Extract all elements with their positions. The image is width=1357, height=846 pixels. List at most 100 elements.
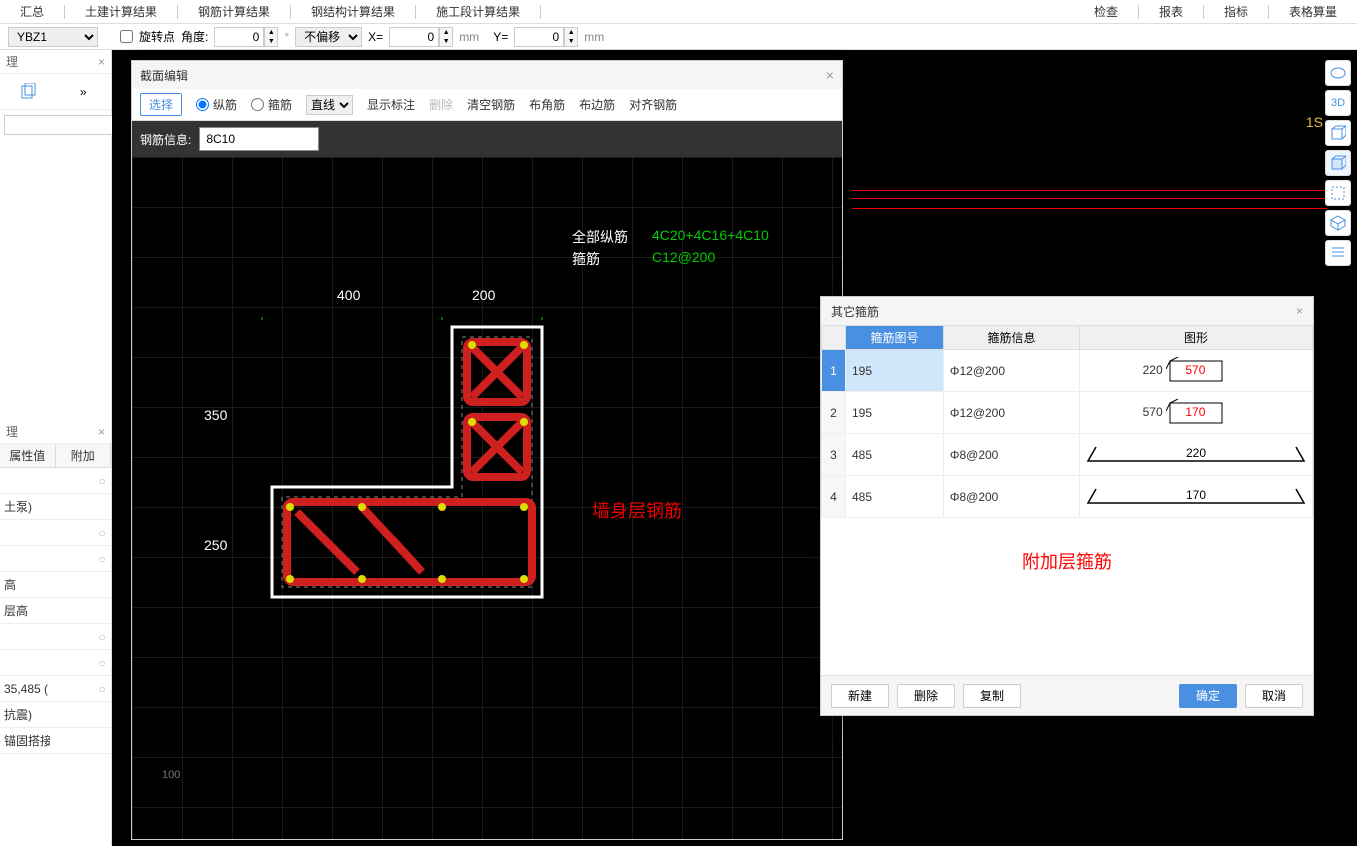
section-editor-close-icon[interactable]: × — [826, 67, 834, 83]
cancel-button[interactable]: 取消 — [1245, 684, 1303, 708]
tab-summary[interactable]: 汇总 — [0, 3, 64, 20]
row4-idx: 4 — [822, 476, 846, 518]
y-input[interactable] — [514, 27, 564, 47]
ok-button[interactable]: 确定 — [1179, 684, 1237, 708]
stirrup-dialog-close-icon[interactable]: × — [1296, 304, 1303, 318]
col-extra: 附加 — [56, 444, 112, 467]
col-info[interactable]: 箍筋信息 — [943, 326, 1079, 350]
delete-button[interactable]: 删除 — [897, 684, 955, 708]
prop-row-5[interactable]: 锚固搭接... — [0, 732, 50, 749]
dim-200: 200 — [472, 287, 495, 303]
all-bars-label: 全部纵筋 — [572, 227, 628, 247]
copy-button[interactable]: 复制 — [963, 684, 1021, 708]
stirrup-value: C12@200 — [652, 249, 715, 265]
view-select-icon[interactable] — [1325, 180, 1351, 206]
prop-row-h2[interactable]: 层高 — [0, 602, 50, 619]
tool-select[interactable]: 选择 — [140, 93, 182, 116]
y-label: Y= — [493, 30, 508, 44]
table-row[interactable]: 1 195 Φ12@200 220 570 — [822, 350, 1313, 392]
col-shape-number[interactable]: 箍筋图号 — [846, 326, 944, 350]
dim-400: 400 — [337, 287, 360, 303]
rebar-info-input[interactable] — [199, 127, 319, 151]
tab-report[interactable]: 报表 — [1139, 3, 1203, 20]
rotation-label: 旋转点 — [139, 28, 175, 45]
offset-select[interactable]: 不偏移 — [295, 27, 362, 47]
copy-icon[interactable] — [14, 78, 42, 106]
ruler-9: 100 — [162, 769, 180, 781]
prop-row-h1[interactable]: 高 — [0, 576, 50, 593]
col-value: 属性值 — [0, 444, 56, 467]
stirrup-table: 箍筋图号 箍筋信息 图形 1 195 Φ12@200 220 570 2 195… — [821, 325, 1313, 518]
row4-info[interactable]: Φ8@200 — [943, 476, 1079, 518]
radio-longitudinal[interactable]: 纵筋 — [196, 96, 237, 113]
tab-stage[interactable]: 施工段计算结果 — [416, 3, 540, 20]
view-sphere-icon[interactable] — [1325, 60, 1351, 86]
panel2-title: 理 — [6, 423, 18, 440]
tab-civil[interactable]: 土建计算结果 — [65, 3, 177, 20]
row1-info[interactable]: Φ12@200 — [943, 350, 1079, 392]
panel1-close-icon[interactable]: × — [98, 55, 105, 69]
row3-info[interactable]: Φ8@200 — [943, 434, 1079, 476]
all-bars-value: 4C20+4C16+4C10 — [652, 227, 769, 243]
section-editor-title: 截面编辑 — [140, 67, 188, 84]
table-row[interactable]: 4 485 Φ8@200 170 — [822, 476, 1313, 518]
view-3d-icon[interactable]: 3D — [1325, 90, 1351, 116]
panel2-header: 理 × — [0, 420, 111, 444]
angle-input[interactable] — [214, 27, 264, 47]
row1-idx: 1 — [822, 350, 846, 392]
angle-label: 角度: — [181, 28, 208, 45]
show-label[interactable]: 显示标注 — [367, 96, 415, 113]
tab-steel[interactable]: 钢结构计算结果 — [291, 3, 415, 20]
delete-btn[interactable]: 删除 — [429, 96, 453, 113]
section-shape — [252, 317, 652, 667]
element-select[interactable]: YBZ1 — [8, 27, 98, 47]
row2-shape: 570 170 — [1080, 392, 1313, 434]
new-button[interactable]: 新建 — [831, 684, 889, 708]
table-row[interactable]: 2 195 Φ12@200 570 170 — [822, 392, 1313, 434]
corner-btn[interactable]: 布角筋 — [529, 96, 565, 113]
row4-shape: 170 — [1080, 476, 1313, 518]
rotation-checkbox[interactable] — [120, 30, 133, 43]
row2-num[interactable]: 195 — [846, 392, 944, 434]
x-input[interactable] — [389, 27, 439, 47]
clear-btn[interactable]: 清空钢筋 — [467, 96, 515, 113]
view-cube2-icon[interactable] — [1325, 150, 1351, 176]
left-sidebar: 理 × » 🔍 理 × 属性值 附加 ○ 土泵) ○ ○ 高 — [0, 50, 112, 846]
stirrup-label: 箍筋 — [572, 249, 600, 269]
dim-350: 350 — [204, 407, 227, 423]
panel1-title: 理 — [6, 53, 18, 70]
tab-rebar[interactable]: 钢筋计算结果 — [178, 3, 290, 20]
prop-row-3[interactable]: 35,485 ( — [0, 682, 50, 696]
table-row[interactable]: 3 485 Φ8@200 220 — [822, 434, 1313, 476]
y-unit: mm — [584, 30, 604, 44]
prop-row-4[interactable]: 抗震) — [0, 706, 50, 723]
edge-btn[interactable]: 布边筋 — [579, 96, 615, 113]
rebar-info-label: 钢筋信息: — [140, 131, 191, 148]
view-iso-icon[interactable] — [1325, 210, 1351, 236]
section-canvas[interactable]: 400 200 350 250 全部纵筋 4C20+4C16+4C10 箍筋 C… — [132, 157, 842, 839]
row2-idx: 2 — [822, 392, 846, 434]
radio-stirrup[interactable]: 箍筋 — [251, 96, 292, 113]
panel2-close-icon[interactable]: × — [98, 425, 105, 439]
tab-check[interactable]: 检查 — [1074, 3, 1138, 20]
view-cube1-icon[interactable] — [1325, 120, 1351, 146]
col-shape[interactable]: 图形 — [1080, 326, 1313, 350]
line-select[interactable]: 直线 — [306, 95, 353, 115]
label-1s: 1S — [1306, 114, 1323, 130]
row1-num[interactable]: 195 — [846, 350, 944, 392]
tab-index[interactable]: 指标 — [1204, 3, 1268, 20]
row2-info[interactable]: Φ12@200 — [943, 392, 1079, 434]
row1-shape: 220 570 — [1080, 350, 1313, 392]
row3-idx: 3 — [822, 434, 846, 476]
extra-stirrup-label: 附加层箍筋 — [821, 518, 1313, 604]
view-list-icon[interactable] — [1325, 240, 1351, 266]
stirrup-dialog-title: 其它箍筋 — [831, 303, 879, 320]
collapse-icon[interactable]: » — [69, 78, 97, 106]
tab-table[interactable]: 表格算量 — [1269, 3, 1357, 20]
row4-num[interactable]: 485 — [846, 476, 944, 518]
prop-row-0[interactable]: 土泵) — [0, 498, 50, 515]
align-btn[interactable]: 对齐钢筋 — [629, 96, 677, 113]
svg-text:220: 220 — [1186, 446, 1206, 460]
row3-num[interactable]: 485 — [846, 434, 944, 476]
result-tabs: 汇总 土建计算结果 钢筋计算结果 钢结构计算结果 施工段计算结果 检查 报表 指… — [0, 0, 1357, 24]
